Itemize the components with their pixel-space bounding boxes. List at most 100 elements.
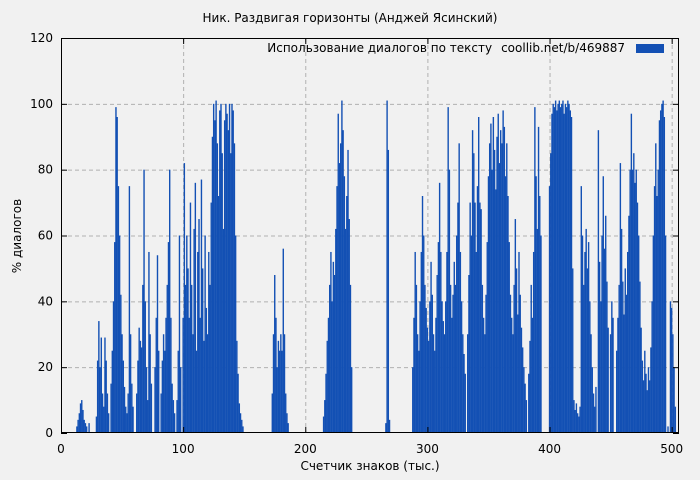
bar <box>502 110 504 434</box>
bar <box>559 107 562 434</box>
bar <box>586 268 589 433</box>
bar <box>493 149 496 434</box>
bar <box>641 360 644 433</box>
x-tick-label: 300 <box>416 442 439 456</box>
bar <box>275 317 277 433</box>
bar <box>189 202 192 433</box>
bar <box>467 334 469 433</box>
bar <box>598 261 601 433</box>
bar <box>440 251 442 433</box>
bar <box>468 275 470 433</box>
bar <box>173 413 176 433</box>
bar <box>539 196 541 433</box>
bar <box>550 153 552 433</box>
bar <box>606 281 608 433</box>
bar <box>446 251 448 433</box>
bar <box>187 268 189 433</box>
bar <box>114 242 116 433</box>
bar <box>132 406 134 433</box>
bar <box>611 301 613 433</box>
bar <box>587 242 590 433</box>
y-tick-label: 100 <box>30 97 53 111</box>
bar <box>329 284 331 434</box>
bar <box>171 383 173 434</box>
bar <box>576 413 579 433</box>
bar <box>76 426 78 433</box>
bar <box>346 196 348 433</box>
bar <box>184 284 187 434</box>
bar <box>631 169 634 434</box>
bar <box>499 130 502 434</box>
bar <box>478 117 480 433</box>
bar <box>147 400 149 433</box>
bar <box>540 235 542 433</box>
bar <box>322 416 325 433</box>
bar <box>78 413 81 433</box>
bar <box>521 347 524 433</box>
bar <box>518 251 520 433</box>
bar <box>204 235 206 433</box>
bar <box>612 317 614 433</box>
bar <box>336 186 338 434</box>
bar <box>107 413 110 433</box>
bar <box>497 113 499 434</box>
bar <box>211 136 214 433</box>
bar <box>169 169 171 434</box>
bar <box>617 317 619 433</box>
bar <box>580 186 582 434</box>
bar <box>208 251 210 433</box>
bar <box>557 103 559 433</box>
bar <box>531 317 534 433</box>
bar <box>333 275 336 433</box>
bar <box>481 284 484 434</box>
chart-title: Ник. Раздвигая горизонты (Анджей Ясински… <box>202 11 498 25</box>
bar <box>193 228 195 433</box>
bar <box>524 383 526 434</box>
bar <box>139 340 142 433</box>
bar <box>85 426 88 433</box>
bar <box>330 251 332 433</box>
bar <box>99 367 101 433</box>
bar <box>332 261 335 433</box>
bar <box>579 406 581 433</box>
bar <box>480 209 482 433</box>
bar <box>414 251 416 433</box>
bar <box>564 103 567 433</box>
bar <box>616 350 618 433</box>
y-tick-label: 20 <box>38 360 53 374</box>
bar <box>485 294 487 433</box>
bar <box>594 406 596 433</box>
bar <box>492 117 495 433</box>
bar <box>98 321 100 433</box>
bar <box>281 350 283 433</box>
bar <box>160 393 162 433</box>
bar <box>387 149 390 434</box>
bar <box>388 419 391 433</box>
bar <box>553 107 556 434</box>
bar <box>644 350 646 433</box>
bar <box>342 130 344 434</box>
bar <box>457 202 459 433</box>
bar <box>563 113 565 434</box>
bar <box>216 143 219 433</box>
bar <box>445 301 447 433</box>
bar <box>95 416 98 433</box>
bar <box>201 268 204 433</box>
bar <box>645 373 647 433</box>
bar <box>117 186 120 434</box>
bar <box>448 169 451 434</box>
bar <box>96 360 99 433</box>
bar <box>228 103 231 433</box>
bar <box>495 189 497 433</box>
bar <box>537 126 540 434</box>
y-tick-label: 40 <box>38 294 53 308</box>
bar <box>623 314 625 433</box>
bar <box>570 117 573 433</box>
bar <box>640 327 642 433</box>
bar <box>339 143 342 433</box>
bar <box>581 235 584 433</box>
bar <box>607 327 609 433</box>
bar <box>561 103 563 433</box>
bar <box>642 380 645 433</box>
